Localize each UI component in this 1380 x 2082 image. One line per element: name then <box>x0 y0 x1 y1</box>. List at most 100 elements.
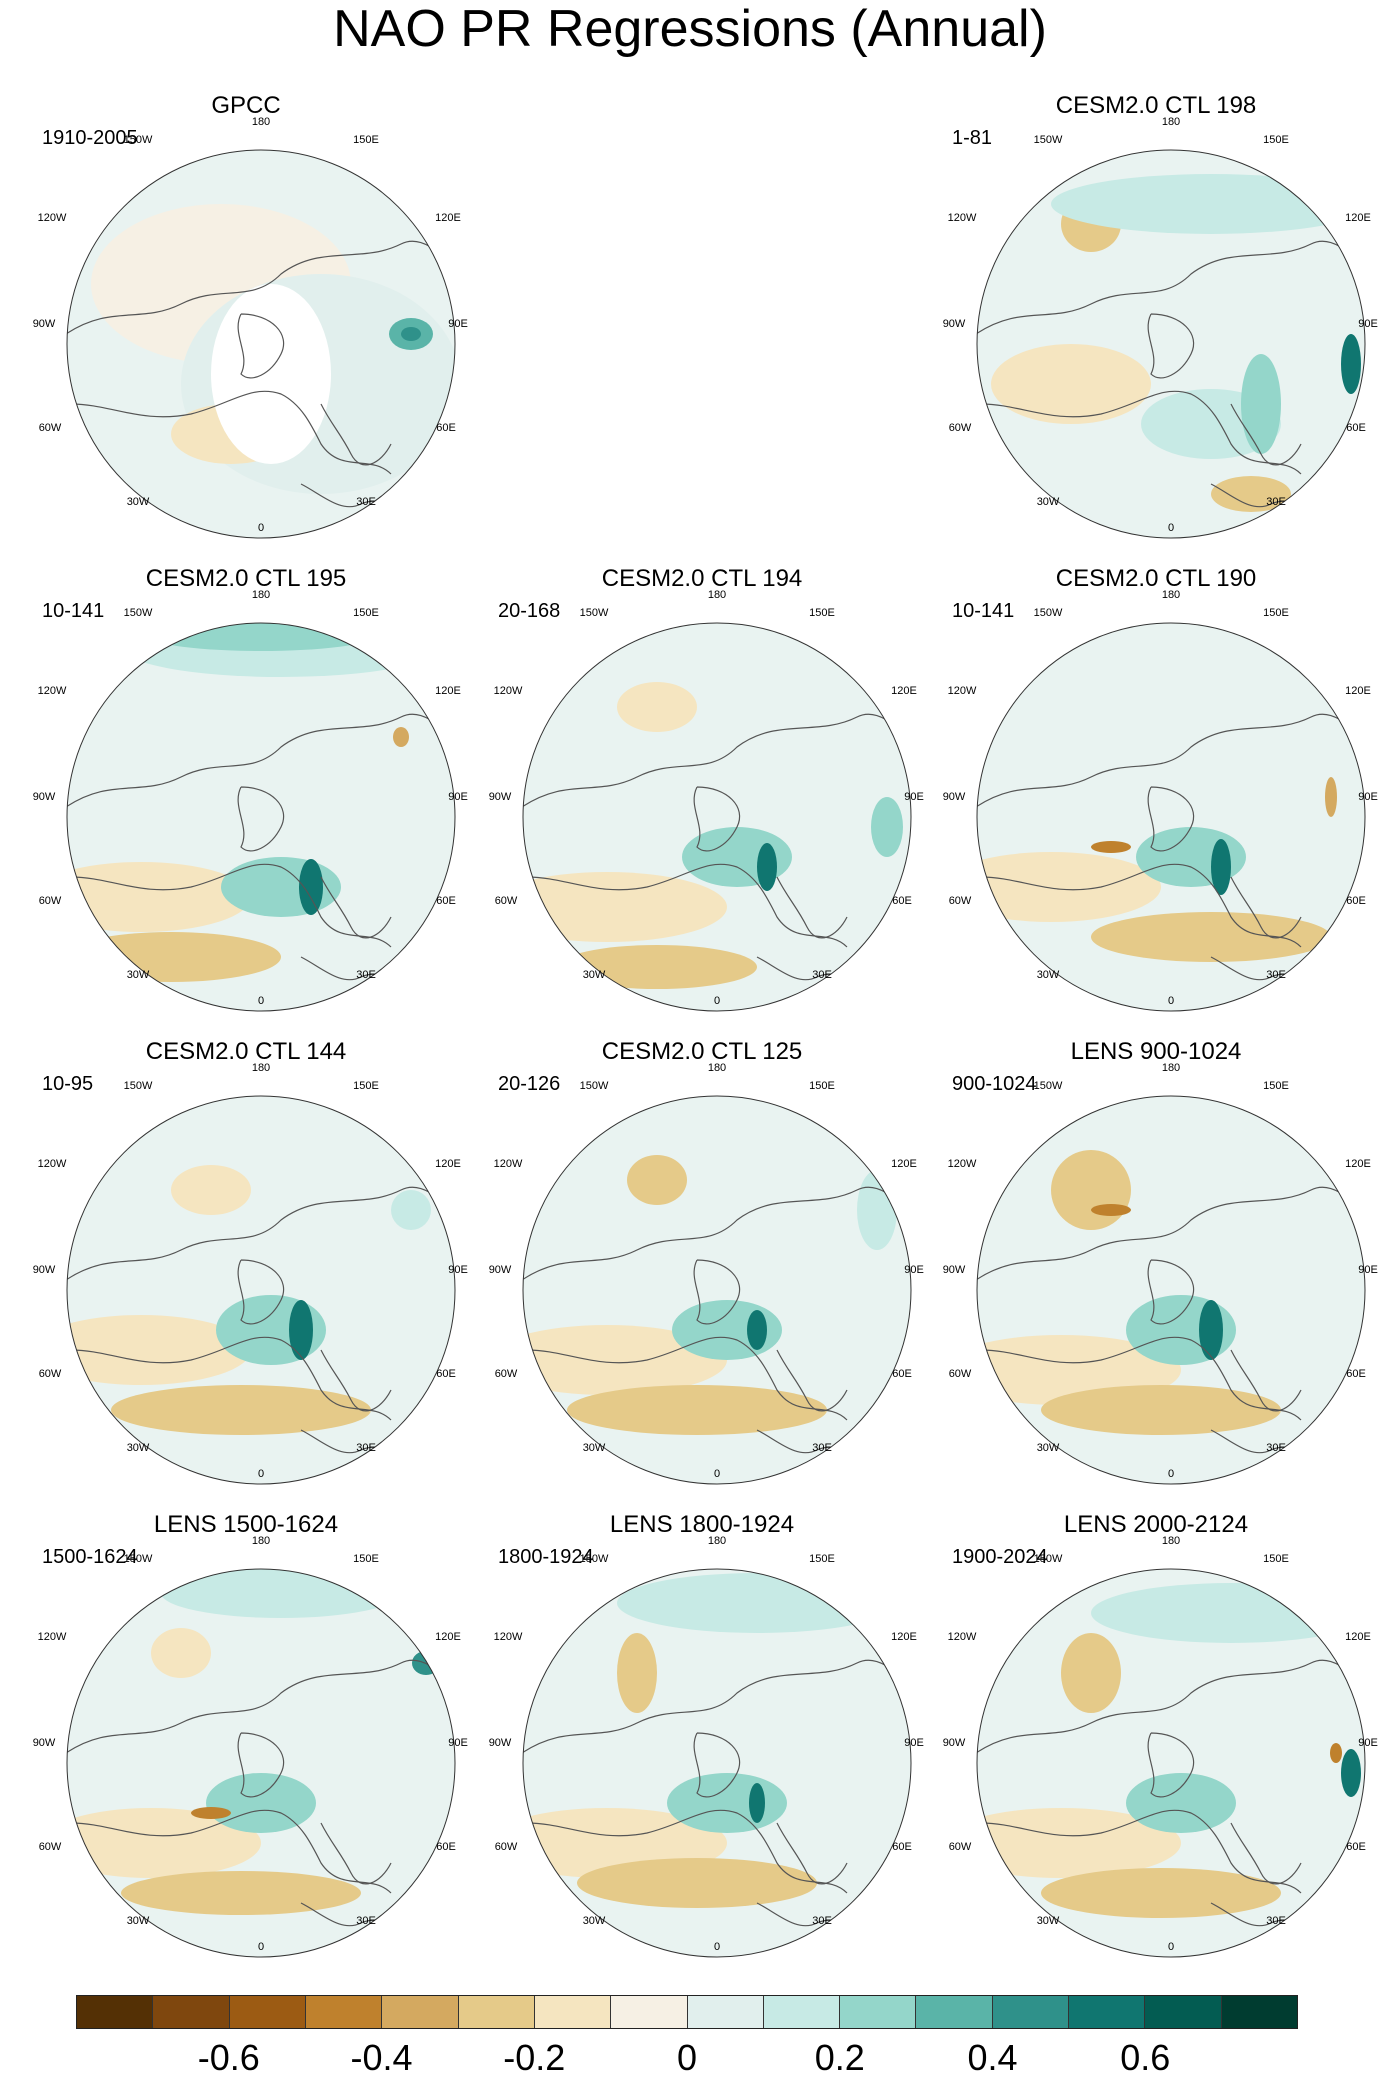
map-boundary <box>976 1095 1366 1485</box>
longitude-label: 90E <box>904 1264 924 1276</box>
longitude-label: 150E <box>809 607 835 619</box>
longitude-label: 90W <box>488 791 512 803</box>
longitude-label: 150E <box>809 1553 835 1565</box>
map-boundary <box>976 149 1366 539</box>
longitude-label: 150W <box>123 607 153 619</box>
field-contour <box>206 1773 316 1833</box>
coastline <box>237 1732 285 1798</box>
longitude-label: 60W <box>948 1841 972 1853</box>
field-contour <box>393 727 409 747</box>
field-contour <box>1199 1300 1223 1360</box>
colorbar-swatch <box>1145 1996 1222 2028</box>
field-contour <box>191 1807 231 1819</box>
longitude-label: 0 <box>257 1468 265 1480</box>
field-contour <box>161 1569 401 1618</box>
longitude-label: 30E <box>356 969 376 981</box>
coastline <box>67 1186 452 1281</box>
field-contour <box>567 1385 827 1435</box>
longitude-label: 30E <box>356 1915 376 1927</box>
field-contour <box>617 1633 657 1713</box>
longitude-label: 150E <box>353 134 379 146</box>
field-contour <box>151 1628 211 1678</box>
coastline <box>237 1259 285 1325</box>
coastline <box>693 786 741 852</box>
longitude-label: 30E <box>812 969 832 981</box>
map-boundary <box>976 622 1366 1012</box>
panel-period: 1800-1924 <box>498 1546 594 1568</box>
map-boundary <box>522 1568 912 1958</box>
panel-period: 1-81 <box>952 127 993 149</box>
longitude-label: 180 <box>251 116 271 128</box>
longitude-label: 30W <box>1036 969 1060 981</box>
field-contour <box>391 1190 431 1230</box>
coastline <box>70 863 392 948</box>
colorbar-swatch <box>305 1996 383 2028</box>
field-contour <box>617 682 697 732</box>
longitude-label: 60E <box>892 1841 912 1853</box>
colorbar-swatch <box>687 1996 764 2028</box>
field-contour <box>1126 1773 1236 1833</box>
panel-title: GPCC <box>211 92 281 119</box>
longitude-label: 60W <box>494 1368 518 1380</box>
longitude-label: 120W <box>37 685 67 697</box>
panel-title: CESM2.0 CTL 195 <box>145 565 347 592</box>
longitude-label: 150W <box>1033 1080 1063 1092</box>
coastline <box>526 1809 848 1894</box>
coastline <box>693 1259 741 1325</box>
field-contour <box>67 1315 251 1385</box>
field-contour <box>871 797 903 857</box>
field-contour <box>523 872 727 942</box>
longitude-label: 60W <box>494 1841 518 1853</box>
coastline <box>320 1822 392 1885</box>
longitude-label: 150W <box>1033 607 1063 619</box>
longitude-label: 120E <box>435 1631 461 1643</box>
colorbar-swatch <box>992 1996 1070 2028</box>
longitude-label: 90E <box>1358 318 1378 330</box>
colorbar-swatch <box>1221 1996 1297 2028</box>
longitude-label: 120E <box>1345 1158 1371 1170</box>
field-contour <box>1241 354 1281 454</box>
longitude-label: 30E <box>356 1442 376 1454</box>
colorbar-swatch <box>229 1996 306 2028</box>
map-boundary <box>522 622 912 1012</box>
longitude-label: 90W <box>942 1737 966 1749</box>
colorbar-swatch <box>916 1996 993 2028</box>
longitude-label: 0 <box>1167 995 1175 1007</box>
colorbar-swatch <box>763 1996 841 2028</box>
longitude-label: 60W <box>494 895 518 907</box>
panel-period: 900-1024 <box>952 1073 1037 1095</box>
field-contour <box>299 859 323 915</box>
colorbar-swatch <box>77 1996 154 2028</box>
field-contour <box>121 1871 361 1915</box>
longitude-label: 90E <box>904 791 924 803</box>
longitude-label: 90E <box>1358 791 1378 803</box>
map-panel: CESM2.0 CTL 144 10-95 180 150W 150E 120W 120E 9… <box>32 1038 496 1508</box>
longitude-label: 120W <box>493 1631 523 1643</box>
longitude-label: 60E <box>1346 895 1366 907</box>
map-panel: LENS 2000-2124 1900-2024 180 150W 150E 120W 12… <box>942 1511 1380 1981</box>
field-contour <box>523 1325 727 1395</box>
longitude-label: 60E <box>436 1368 456 1380</box>
longitude-label: 180 <box>707 1535 727 1547</box>
map-boundary <box>66 1568 456 1958</box>
longitude-label: 90E <box>448 1264 468 1276</box>
longitude-label: 90W <box>32 1264 56 1276</box>
panel-title: LENS 900-1024 <box>1070 1038 1242 1065</box>
map-boundary <box>66 622 456 1012</box>
polar-map <box>976 622 1366 1012</box>
longitude-label: 30E <box>1266 969 1286 981</box>
longitude-label: 150E <box>1263 1080 1289 1092</box>
coastline <box>977 240 1362 335</box>
field-contour <box>977 852 1161 922</box>
map-panel: GPCC 1910-2005 180 150W 150E 120W 120E 90W 90E 60… <box>33 92 496 562</box>
panel-title: LENS 1500-1624 <box>153 1511 339 1538</box>
longitude-label: 60W <box>38 895 62 907</box>
longitude-label: 90W <box>488 1264 512 1276</box>
longitude-label: 180 <box>1161 589 1181 601</box>
longitude-label: 150E <box>1263 607 1289 619</box>
longitude-label: 30W <box>126 1442 150 1454</box>
colorbar-tick-label: -0.6 <box>197 2037 260 2078</box>
longitude-label: 150W <box>1033 134 1063 146</box>
longitude-label: 30E <box>1266 1915 1286 1927</box>
field-contour <box>667 1773 787 1833</box>
